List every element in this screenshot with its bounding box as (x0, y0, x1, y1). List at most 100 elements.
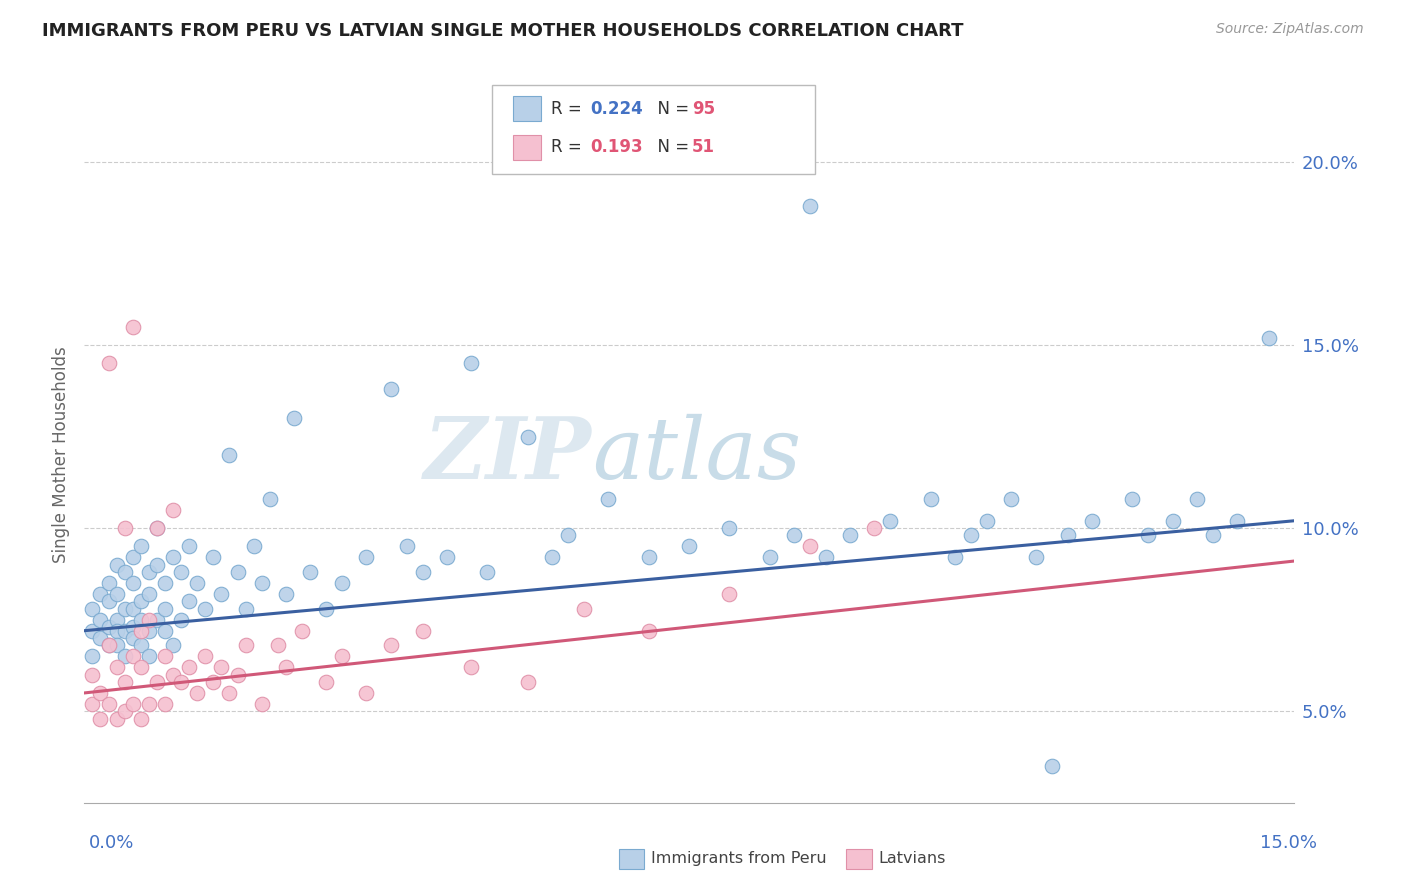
Point (146, 613, 169, 627)
Text: ZIP: ZIP (425, 413, 592, 497)
Point (259, 491, 281, 506)
Point (121, 601, 143, 615)
Point (879, 514, 901, 528)
Point (138, 649, 160, 664)
Point (1185, 491, 1208, 506)
Point (718, 521, 741, 535)
Point (114, 624, 136, 638)
Point (146, 521, 169, 535)
Point (291, 624, 314, 638)
Point (129, 613, 152, 627)
Point (678, 540, 700, 554)
Text: 0.0%: 0.0% (89, 834, 134, 852)
Y-axis label: Single Mother Households: Single Mother Households (52, 347, 70, 563)
Text: N =: N = (647, 100, 695, 118)
Text: Latvians: Latvians (879, 851, 946, 865)
Point (242, 540, 264, 554)
Point (315, 601, 337, 615)
Point (1025, 550, 1047, 565)
Point (153, 697, 176, 711)
Point (89, 613, 111, 627)
Point (783, 528, 806, 542)
Point (170, 675, 193, 690)
Point (162, 667, 184, 681)
Point (218, 448, 240, 462)
Point (395, 540, 418, 554)
Point (162, 503, 184, 517)
Point (477, 565, 499, 579)
Point (162, 638, 184, 652)
Point (89, 587, 111, 601)
Point (186, 576, 208, 591)
Point (121, 576, 143, 591)
Point (235, 638, 257, 652)
Point (138, 613, 160, 627)
Point (330, 649, 353, 664)
Point (315, 675, 337, 690)
Point (380, 638, 402, 652)
Point (89, 686, 111, 700)
Point (105, 587, 128, 601)
Text: N =: N = (647, 138, 695, 156)
Point (1081, 514, 1104, 528)
Point (146, 521, 169, 535)
Point (179, 540, 201, 554)
Text: 51: 51 (692, 138, 714, 156)
Point (960, 528, 983, 542)
Point (138, 587, 160, 601)
Point (1258, 331, 1281, 345)
Point (541, 550, 564, 565)
Point (235, 601, 257, 615)
Text: Immigrants from Peru: Immigrants from Peru (651, 851, 827, 865)
Point (82, 667, 104, 681)
Point (179, 660, 201, 674)
Point (114, 675, 136, 690)
Point (97, 356, 120, 370)
Text: IMMIGRANTS FROM PERU VS LATVIAN SINGLE MOTHER HOUSEHOLDS CORRELATION CHART: IMMIGRANTS FROM PERU VS LATVIAN SINGLE M… (42, 22, 963, 40)
Text: 0.193: 0.193 (591, 138, 643, 156)
Point (412, 624, 434, 638)
Text: atlas: atlas (592, 414, 801, 496)
Point (82, 649, 104, 664)
Point (114, 565, 136, 579)
Point (799, 199, 821, 213)
Point (557, 528, 579, 542)
Point (105, 638, 128, 652)
Point (250, 697, 273, 711)
Point (105, 558, 128, 572)
Point (129, 624, 152, 638)
Point (460, 660, 482, 674)
Point (97, 638, 120, 652)
Point (153, 601, 176, 615)
Point (121, 631, 143, 645)
Point (202, 675, 225, 690)
Point (129, 712, 152, 726)
Point (572, 601, 595, 615)
Text: Source: ZipAtlas.com: Source: ZipAtlas.com (1216, 22, 1364, 37)
Point (202, 550, 225, 565)
Point (105, 624, 128, 638)
Point (814, 550, 837, 565)
Point (598, 491, 620, 506)
Point (436, 550, 458, 565)
Point (82, 697, 104, 711)
Point (89, 712, 111, 726)
Point (114, 649, 136, 664)
Point (226, 565, 249, 579)
Text: R =: R = (551, 100, 588, 118)
Point (105, 660, 128, 674)
Point (97, 697, 120, 711)
Point (138, 565, 160, 579)
Point (267, 638, 290, 652)
Text: R =: R = (551, 138, 588, 156)
Point (637, 624, 659, 638)
Point (209, 587, 232, 601)
Point (138, 697, 160, 711)
Point (1000, 491, 1022, 506)
Point (162, 550, 184, 565)
Point (97, 576, 120, 591)
Point (1121, 491, 1143, 506)
Point (299, 565, 322, 579)
Point (1040, 759, 1063, 773)
Point (121, 319, 143, 334)
